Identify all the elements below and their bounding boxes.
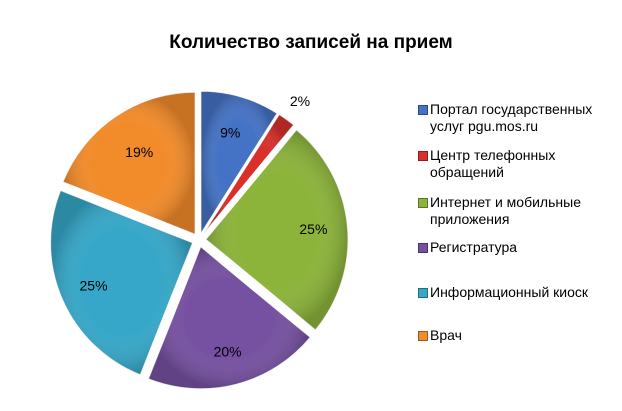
legend-swatch-doctor bbox=[418, 331, 428, 341]
legend-label-doctor: Врач bbox=[430, 327, 462, 343]
legend-item-kiosk: Информационный киоск bbox=[418, 284, 618, 301]
legend-label-call-center: Центр телефонных обращений bbox=[430, 147, 556, 180]
data-label-registry: 20% bbox=[214, 343, 242, 359]
data-label-portal: 9% bbox=[220, 124, 240, 140]
data-label-doctor: 19% bbox=[125, 144, 153, 160]
legend-label-portal: Портал государственных услуг pgu.mos.ru bbox=[430, 101, 593, 134]
legend-label-kiosk: Информационный киоск bbox=[430, 284, 589, 300]
legend-label-registry: Регистратура bbox=[430, 239, 518, 255]
legend-item-call-center: Центр телефонных обращений bbox=[418, 147, 618, 181]
data-label-kiosk: 25% bbox=[80, 278, 108, 294]
legend-item-portal: Портал государственных услуг pgu.mos.ru bbox=[418, 101, 618, 135]
legend-swatch-registry bbox=[418, 243, 428, 253]
legend-swatch-internet bbox=[418, 198, 428, 208]
data-label-internet: 25% bbox=[299, 221, 327, 237]
legend-label-internet: Интернет и мобильные приложения bbox=[430, 194, 581, 227]
chart-title: Количество записей на прием bbox=[169, 32, 453, 53]
legend-swatch-call-center bbox=[418, 151, 428, 161]
legend-item-registry: Регистратура bbox=[418, 239, 618, 256]
legend-swatch-portal bbox=[418, 105, 428, 115]
legend-item-doctor: Врач bbox=[418, 327, 618, 344]
legend-swatch-kiosk bbox=[418, 288, 428, 298]
legend-item-internet: Интернет и мобильные приложения bbox=[418, 194, 618, 228]
data-label-call-center: 2% bbox=[290, 93, 310, 109]
